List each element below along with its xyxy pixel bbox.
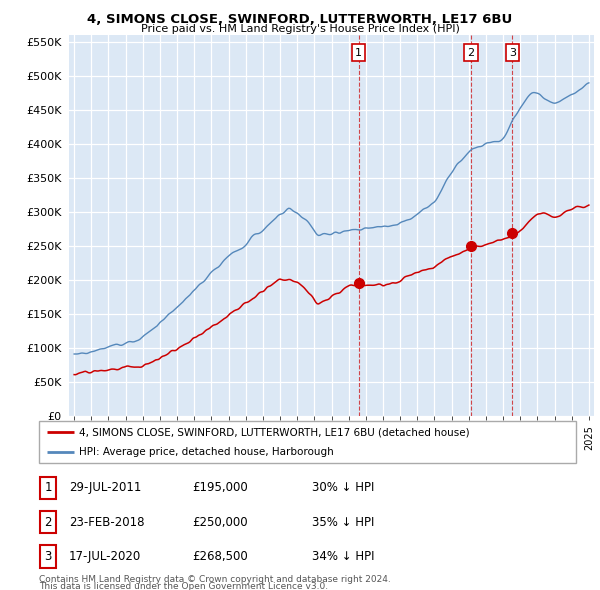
Text: 34% ↓ HPI: 34% ↓ HPI bbox=[312, 550, 374, 563]
Text: Price paid vs. HM Land Registry's House Price Index (HPI): Price paid vs. HM Land Registry's House … bbox=[140, 24, 460, 34]
Text: 35% ↓ HPI: 35% ↓ HPI bbox=[312, 516, 374, 529]
FancyBboxPatch shape bbox=[40, 545, 56, 568]
Text: Contains HM Land Registry data © Crown copyright and database right 2024.: Contains HM Land Registry data © Crown c… bbox=[39, 575, 391, 584]
Text: HPI: Average price, detached house, Harborough: HPI: Average price, detached house, Harb… bbox=[79, 447, 334, 457]
Text: 2: 2 bbox=[44, 516, 52, 529]
Text: 3: 3 bbox=[509, 48, 516, 57]
FancyBboxPatch shape bbox=[39, 421, 576, 463]
Text: £250,000: £250,000 bbox=[192, 516, 248, 529]
Text: 30% ↓ HPI: 30% ↓ HPI bbox=[312, 481, 374, 494]
Text: 2: 2 bbox=[467, 48, 475, 57]
Text: This data is licensed under the Open Government Licence v3.0.: This data is licensed under the Open Gov… bbox=[39, 582, 328, 590]
FancyBboxPatch shape bbox=[40, 477, 56, 499]
Text: 3: 3 bbox=[44, 550, 52, 563]
Text: 4, SIMONS CLOSE, SWINFORD, LUTTERWORTH, LE17 6BU (detached house): 4, SIMONS CLOSE, SWINFORD, LUTTERWORTH, … bbox=[79, 427, 470, 437]
FancyBboxPatch shape bbox=[40, 511, 56, 533]
Text: 29-JUL-2011: 29-JUL-2011 bbox=[69, 481, 142, 494]
Text: 17-JUL-2020: 17-JUL-2020 bbox=[69, 550, 141, 563]
Text: 4, SIMONS CLOSE, SWINFORD, LUTTERWORTH, LE17 6BU: 4, SIMONS CLOSE, SWINFORD, LUTTERWORTH, … bbox=[88, 13, 512, 26]
Text: 1: 1 bbox=[44, 481, 52, 494]
Text: 23-FEB-2018: 23-FEB-2018 bbox=[69, 516, 145, 529]
Text: £195,000: £195,000 bbox=[192, 481, 248, 494]
Text: £268,500: £268,500 bbox=[192, 550, 248, 563]
Text: 1: 1 bbox=[355, 48, 362, 57]
